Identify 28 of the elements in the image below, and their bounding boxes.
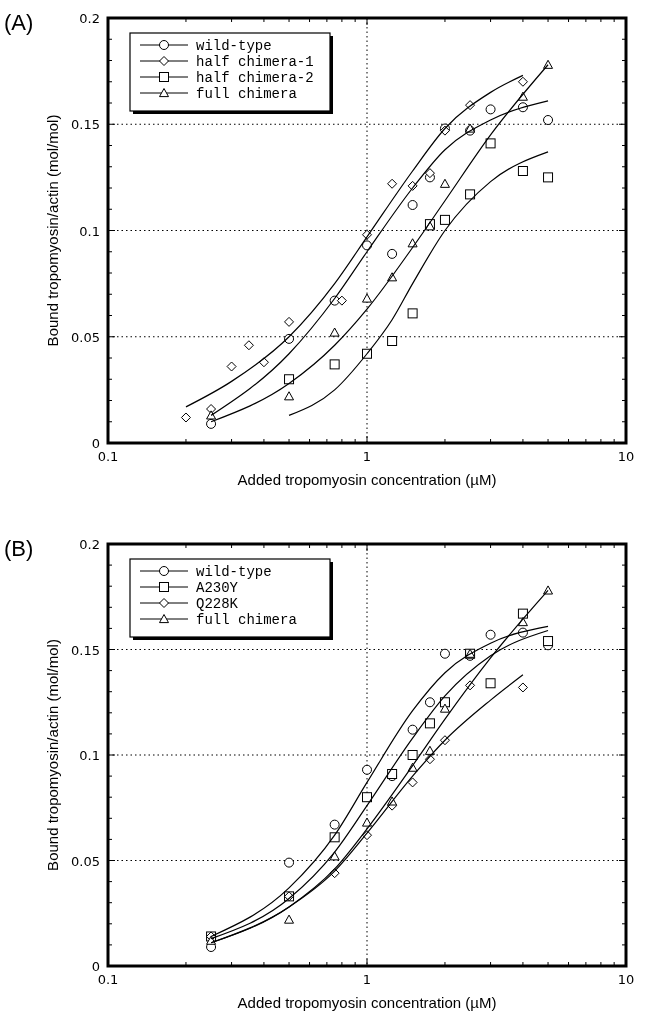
- legend-label: wild-type: [196, 564, 272, 580]
- y-tick-label: 0.2: [79, 537, 100, 552]
- y-axis-title: Bound tropomyosin/actin (mol/mol): [44, 639, 61, 871]
- x-tick-label: 10: [617, 972, 635, 987]
- legend-label: half chimera-1: [196, 54, 314, 70]
- y-tick-label: 0: [91, 959, 100, 974]
- x-tick-label: 1: [362, 972, 372, 987]
- x-axis-title: Added tropomyosin concentration (µM): [237, 994, 497, 1011]
- legend-label: Q228K: [196, 596, 239, 612]
- y-tick-label: 0.1: [79, 748, 100, 763]
- legend-label: A230Y: [196, 580, 239, 596]
- y-tick-label: 0: [91, 436, 100, 451]
- legend-label: half chimera-2: [196, 70, 314, 86]
- y-tick-label: 0.15: [71, 642, 100, 658]
- x-axis-title: Added tropomyosin concentration (µM): [237, 471, 497, 488]
- y-tick-label: 0.2: [79, 11, 100, 26]
- chart-title: (A): [4, 10, 34, 35]
- y-tick-label: 0.05: [71, 329, 100, 345]
- legend-label: wild-type: [196, 38, 272, 54]
- legend-label: full chimera: [196, 86, 297, 102]
- y-tick-label: 0.15: [71, 117, 100, 133]
- y-axis-title: Bound tropomyosin/actin (mol/mol): [44, 114, 61, 347]
- y-tick-label: 0.05: [71, 853, 100, 869]
- y-tick-label: 0.1: [79, 223, 100, 239]
- chart-title: (B): [4, 536, 34, 561]
- legend-label: full chimera: [196, 612, 297, 628]
- x-tick-label: 1: [362, 449, 372, 464]
- x-tick-label: 10: [617, 449, 635, 464]
